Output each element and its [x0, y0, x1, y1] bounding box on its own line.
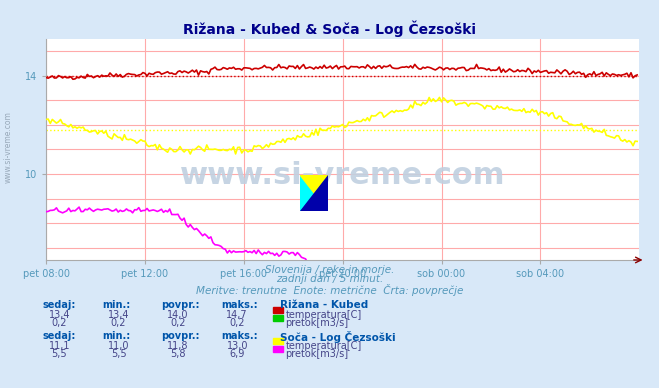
Text: maks.:: maks.: [221, 300, 258, 310]
Text: povpr.:: povpr.: [161, 300, 200, 310]
Text: 14,7: 14,7 [227, 310, 248, 320]
Text: Soča - Log Čezsoški: Soča - Log Čezsoški [280, 331, 395, 343]
Text: 5,8: 5,8 [170, 349, 186, 359]
Text: sedaj:: sedaj: [43, 331, 76, 341]
Text: maks.:: maks.: [221, 331, 258, 341]
Text: 5,5: 5,5 [111, 349, 127, 359]
Polygon shape [300, 175, 328, 211]
Text: 6,9: 6,9 [229, 349, 245, 359]
Text: www.si-vreme.com: www.si-vreme.com [3, 111, 13, 184]
Text: povpr.:: povpr.: [161, 331, 200, 341]
Text: 14,0: 14,0 [167, 310, 188, 320]
Polygon shape [300, 175, 328, 211]
Text: 0,2: 0,2 [170, 318, 186, 328]
Text: sedaj:: sedaj: [43, 300, 76, 310]
Text: zadnji dan / 5 minut.: zadnji dan / 5 minut. [276, 274, 383, 284]
Text: temperatura[C]: temperatura[C] [285, 310, 362, 320]
Text: pretok[m3/s]: pretok[m3/s] [285, 318, 349, 328]
Text: 0,2: 0,2 [229, 318, 245, 328]
Text: www.si-vreme.com: www.si-vreme.com [180, 161, 505, 191]
Text: 11,8: 11,8 [167, 341, 188, 351]
Text: 11,0: 11,0 [108, 341, 129, 351]
Text: pretok[m3/s]: pretok[m3/s] [285, 349, 349, 359]
Text: temperatura[C]: temperatura[C] [285, 341, 362, 351]
Text: 13,0: 13,0 [227, 341, 248, 351]
Text: min.:: min.: [102, 331, 130, 341]
Text: 13,4: 13,4 [108, 310, 129, 320]
Text: Slovenija / reke in morje.: Slovenija / reke in morje. [265, 265, 394, 275]
Polygon shape [300, 175, 328, 211]
Text: 0,2: 0,2 [111, 318, 127, 328]
Text: 11,1: 11,1 [49, 341, 70, 351]
Text: Rižana - Kubed & Soča - Log Čezsoški: Rižana - Kubed & Soča - Log Čezsoški [183, 20, 476, 37]
Text: 13,4: 13,4 [49, 310, 70, 320]
Text: 0,2: 0,2 [51, 318, 67, 328]
Text: min.:: min.: [102, 300, 130, 310]
Text: Meritve: trenutne  Enote: metrične  Črta: povprečje: Meritve: trenutne Enote: metrične Črta: … [196, 284, 463, 296]
Text: 5,5: 5,5 [51, 349, 67, 359]
Text: Rižana - Kubed: Rižana - Kubed [280, 300, 368, 310]
